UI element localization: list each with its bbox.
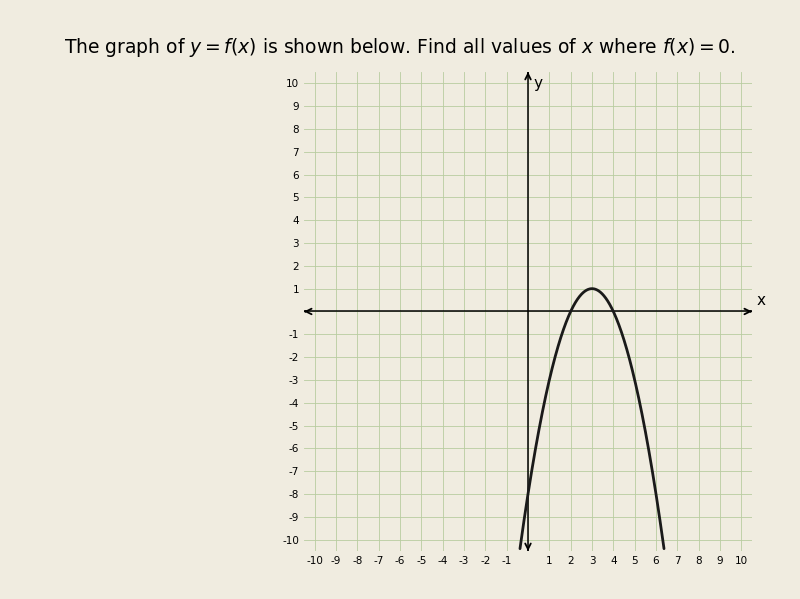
Text: The graph of $y = f(x)$ is shown below. Find all values of $x$ where $f(x) = 0$.: The graph of $y = f(x)$ is shown below. …: [64, 36, 736, 59]
Text: x: x: [756, 293, 766, 308]
Text: y: y: [534, 77, 542, 92]
